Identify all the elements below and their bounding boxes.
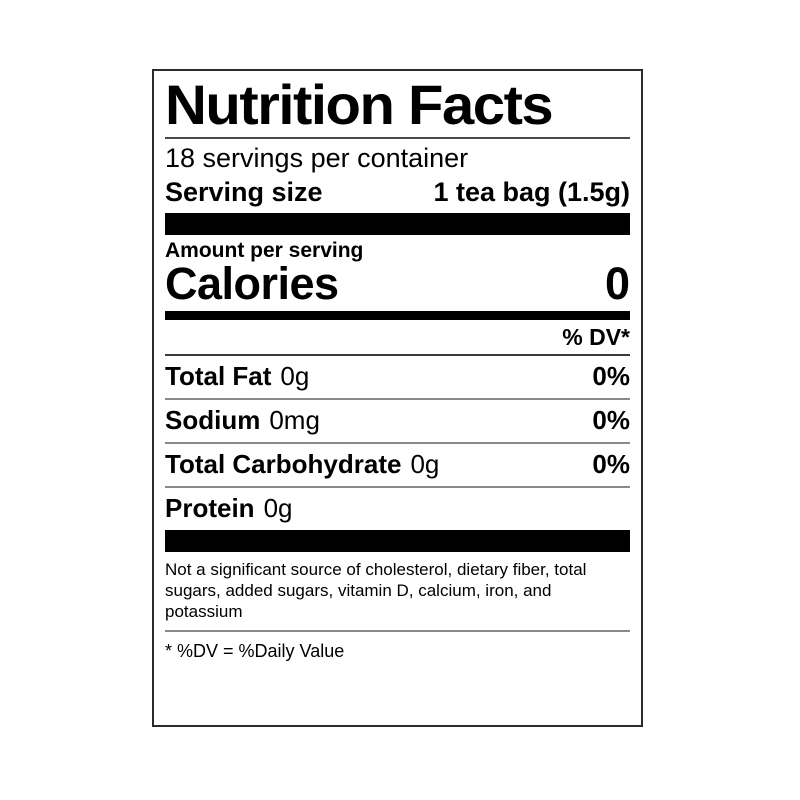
- nutrient-left-3: Protein 0g: [165, 493, 293, 524]
- nutrient-left-0: Total Fat 0g: [165, 361, 309, 392]
- nutrient-daily-value: 0%: [592, 405, 630, 435]
- table-row: Protein 0g: [165, 488, 630, 530]
- table-row: Sodium 0mg 0%: [165, 400, 630, 442]
- footnote-divider: [165, 630, 630, 632]
- nutrient-daily-value: 0%: [592, 449, 630, 479]
- nutrient-daily-value: 0%: [592, 361, 630, 391]
- nutrient-amount: 0mg: [269, 405, 320, 435]
- footer-thick-bar: [165, 530, 630, 552]
- amount-per-serving-label: Amount per serving: [165, 239, 364, 262]
- nutrition-facts-panel: Nutrition Facts 18 servings per containe…: [152, 69, 643, 727]
- nutrient-divider-3: [165, 486, 630, 488]
- table-row: Total Carbohydrate 0g 0%: [165, 444, 630, 486]
- calories-label: Calories: [165, 258, 339, 309]
- servings-per-container: 18 servings per container: [165, 143, 469, 173]
- table-row: Total Fat 0g 0%: [165, 356, 630, 398]
- nutrient-amount: 0g: [280, 361, 310, 391]
- nutrient-left-1: Sodium 0mg: [165, 405, 320, 436]
- header-thick-bar: [165, 213, 630, 235]
- nutrient-name: Total Fat: [165, 361, 272, 391]
- nutrient-divider-2: [165, 442, 630, 444]
- calories-value: 0: [604, 258, 630, 309]
- nutrient-name: Total Carbohydrate: [165, 449, 402, 479]
- nutrient-amount: 0g: [410, 449, 440, 479]
- nutrient-divider-1: [165, 398, 630, 400]
- nutrient-divider-0: [165, 354, 630, 356]
- serving-size-row: Serving size 1 tea bag (1.5g): [165, 175, 630, 209]
- serving-size-label: Serving size: [165, 177, 323, 207]
- nutrient-name: Sodium: [165, 405, 261, 435]
- daily-value-header: % DV*: [562, 324, 630, 350]
- calories-divider-bar: [165, 311, 630, 320]
- nutrient-amount: 0g: [263, 493, 293, 523]
- title-divider: [165, 137, 630, 139]
- page-title: Nutrition Facts: [165, 73, 554, 136]
- calories-row: Calories 0: [165, 259, 630, 309]
- nutrient-name: Protein: [165, 493, 255, 523]
- nutrient-left-2: Total Carbohydrate 0g: [165, 449, 439, 480]
- footnote-text: Not a significant source of cholesterol,…: [165, 560, 587, 621]
- daily-value-note: * %DV = %Daily Value: [165, 641, 345, 661]
- serving-size-value: 1 tea bag (1.5g): [433, 177, 630, 207]
